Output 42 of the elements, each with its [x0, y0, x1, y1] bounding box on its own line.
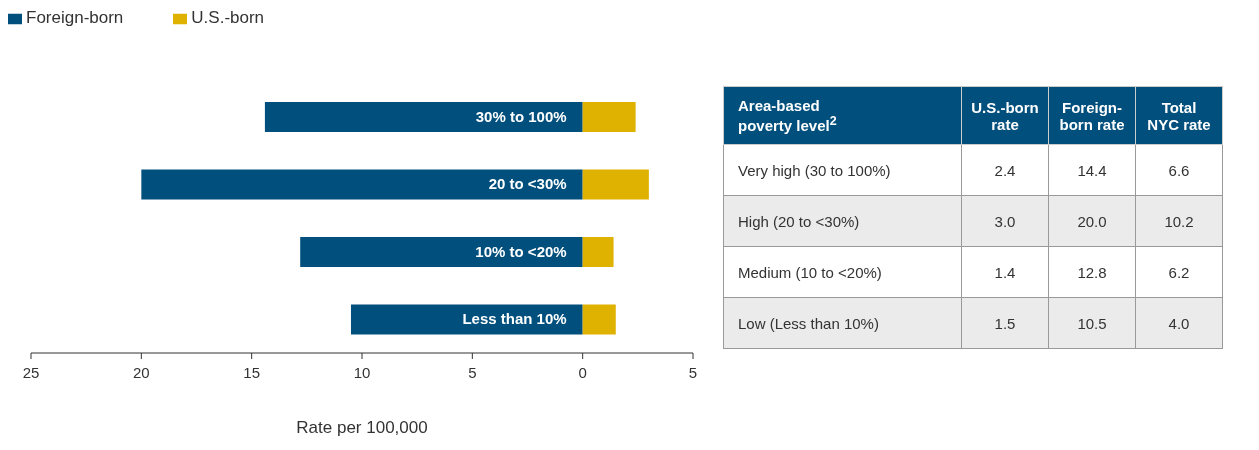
x-axis-title: Rate per 100,000 — [296, 418, 428, 437]
data-label: 1.5 — [961, 297, 1049, 349]
bar — [582, 237, 614, 267]
text: Area-based poverty level$^{2}$ — [723, 86, 962, 145]
y-tick-label: 30% to 100% — [475, 107, 567, 125]
legend-label: U.S.-born — [191, 8, 265, 27]
category-label: High (20 to <30%) — [723, 195, 962, 247]
category-label: Low (Less than 10%) — [723, 297, 962, 349]
x-tick-label: 5 — [468, 363, 477, 381]
legend-label: Foreign-born — [26, 8, 124, 27]
data-label: 4.0 — [1135, 297, 1223, 349]
series-label: Foreign-born rate — [1048, 86, 1136, 145]
y-tick-label: 10% to <20% — [475, 242, 567, 260]
bar — [141, 169, 583, 200]
data-label: 1.4 — [961, 246, 1049, 298]
category-label: Very high (30 to 100%) — [723, 144, 962, 196]
data-label: 6.2 — [1135, 246, 1223, 298]
x-tick-label: 0 — [578, 363, 587, 381]
data-label: 10.2 — [1135, 195, 1223, 247]
bar — [582, 169, 649, 200]
x-tick-label: 5 — [688, 363, 698, 381]
data-label: 6.6 — [1135, 144, 1223, 196]
bar — [300, 237, 583, 267]
x-tick-label: 20 — [132, 363, 150, 381]
bar — [264, 102, 583, 132]
data-label: 2.4 — [961, 144, 1049, 196]
data-label: 3.0 — [961, 195, 1049, 247]
x-tick-label: 25 — [22, 363, 40, 381]
x-tick-label: 10 — [353, 363, 371, 381]
data-label: 10.5 — [1048, 297, 1136, 349]
bar — [582, 304, 616, 335]
bar — [350, 304, 583, 335]
data-label: 14.4 — [1048, 144, 1136, 196]
y-tick-label: 20 to <30% — [488, 175, 567, 193]
category-label: Medium (10 to <20%) — [723, 246, 962, 298]
y-tick-label: Less than 10% — [462, 310, 567, 328]
series-label: U.S.-born rate — [961, 86, 1049, 145]
series-label: Total NYC rate — [1135, 86, 1223, 145]
bar — [582, 102, 636, 132]
data-label: 20.0 — [1048, 195, 1136, 247]
x-tick-label: 15 — [243, 363, 261, 381]
data-label: 12.8 — [1048, 246, 1136, 298]
